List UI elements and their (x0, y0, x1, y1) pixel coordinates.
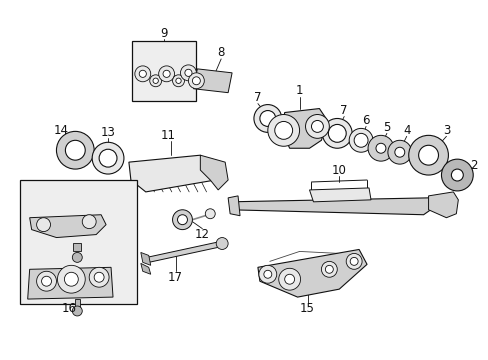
Text: 3: 3 (442, 124, 449, 137)
Circle shape (322, 118, 351, 148)
Text: 13: 13 (101, 126, 115, 139)
Circle shape (267, 114, 299, 146)
Polygon shape (73, 243, 81, 251)
Text: 15: 15 (300, 302, 314, 315)
Circle shape (418, 145, 438, 165)
Circle shape (274, 121, 292, 139)
Polygon shape (257, 249, 366, 297)
Circle shape (305, 114, 328, 138)
Circle shape (450, 169, 462, 181)
Circle shape (321, 261, 337, 277)
Circle shape (135, 66, 150, 82)
Circle shape (278, 268, 300, 290)
Circle shape (253, 105, 281, 132)
Circle shape (284, 274, 294, 284)
Circle shape (264, 270, 271, 278)
Circle shape (348, 129, 372, 152)
Circle shape (353, 133, 367, 147)
Circle shape (57, 265, 85, 293)
Text: 11: 11 (161, 129, 176, 142)
Polygon shape (427, 192, 457, 218)
Bar (20, 180, 137, 304)
Circle shape (394, 147, 404, 157)
Circle shape (259, 111, 275, 126)
Polygon shape (309, 188, 370, 202)
Circle shape (172, 75, 184, 87)
Circle shape (311, 121, 323, 132)
Polygon shape (193, 69, 232, 93)
Text: 1: 1 (295, 84, 303, 97)
Circle shape (72, 306, 82, 316)
Circle shape (327, 125, 346, 142)
Circle shape (375, 143, 385, 153)
Text: 12: 12 (194, 228, 209, 241)
Circle shape (441, 159, 472, 191)
Text: 14: 14 (54, 124, 69, 137)
Text: 16: 16 (62, 302, 77, 315)
Circle shape (163, 70, 170, 77)
Text: 2: 2 (469, 159, 477, 172)
Circle shape (153, 78, 158, 84)
Circle shape (139, 70, 146, 77)
Polygon shape (141, 264, 150, 274)
Text: 4: 4 (402, 124, 409, 137)
Polygon shape (30, 215, 106, 238)
Circle shape (82, 215, 96, 229)
Circle shape (92, 142, 123, 174)
Text: 6: 6 (362, 114, 369, 127)
Text: 10: 10 (331, 163, 346, 176)
Polygon shape (141, 252, 150, 265)
Polygon shape (200, 155, 228, 190)
Circle shape (346, 253, 361, 269)
Circle shape (325, 265, 333, 273)
Circle shape (367, 135, 393, 161)
Polygon shape (230, 198, 436, 215)
Circle shape (387, 140, 411, 164)
Circle shape (216, 238, 228, 249)
Circle shape (192, 77, 200, 85)
Text: 8: 8 (217, 46, 224, 59)
Circle shape (37, 271, 56, 291)
Bar (132, 41, 196, 100)
Circle shape (184, 69, 192, 76)
Circle shape (205, 209, 215, 219)
Text: 7: 7 (254, 91, 261, 104)
Polygon shape (228, 196, 240, 216)
Text: 5: 5 (383, 121, 390, 134)
Circle shape (188, 73, 204, 89)
Polygon shape (281, 109, 326, 148)
Polygon shape (129, 155, 215, 192)
Text: 7: 7 (340, 104, 347, 117)
Circle shape (177, 215, 187, 225)
Circle shape (158, 66, 174, 82)
Polygon shape (75, 299, 80, 307)
Text: 9: 9 (160, 27, 167, 40)
Circle shape (56, 131, 94, 169)
Circle shape (180, 65, 196, 81)
Circle shape (349, 257, 357, 265)
Circle shape (176, 78, 181, 84)
Circle shape (258, 265, 276, 283)
Circle shape (65, 140, 85, 160)
Circle shape (72, 252, 82, 262)
Polygon shape (28, 267, 113, 299)
Text: 17: 17 (168, 271, 183, 284)
Circle shape (41, 276, 51, 286)
Circle shape (99, 149, 117, 167)
Circle shape (172, 210, 192, 230)
Circle shape (94, 272, 104, 282)
Circle shape (149, 75, 162, 87)
Circle shape (408, 135, 447, 175)
Circle shape (64, 272, 78, 286)
Circle shape (89, 267, 109, 287)
Circle shape (37, 218, 50, 231)
Polygon shape (146, 242, 222, 262)
